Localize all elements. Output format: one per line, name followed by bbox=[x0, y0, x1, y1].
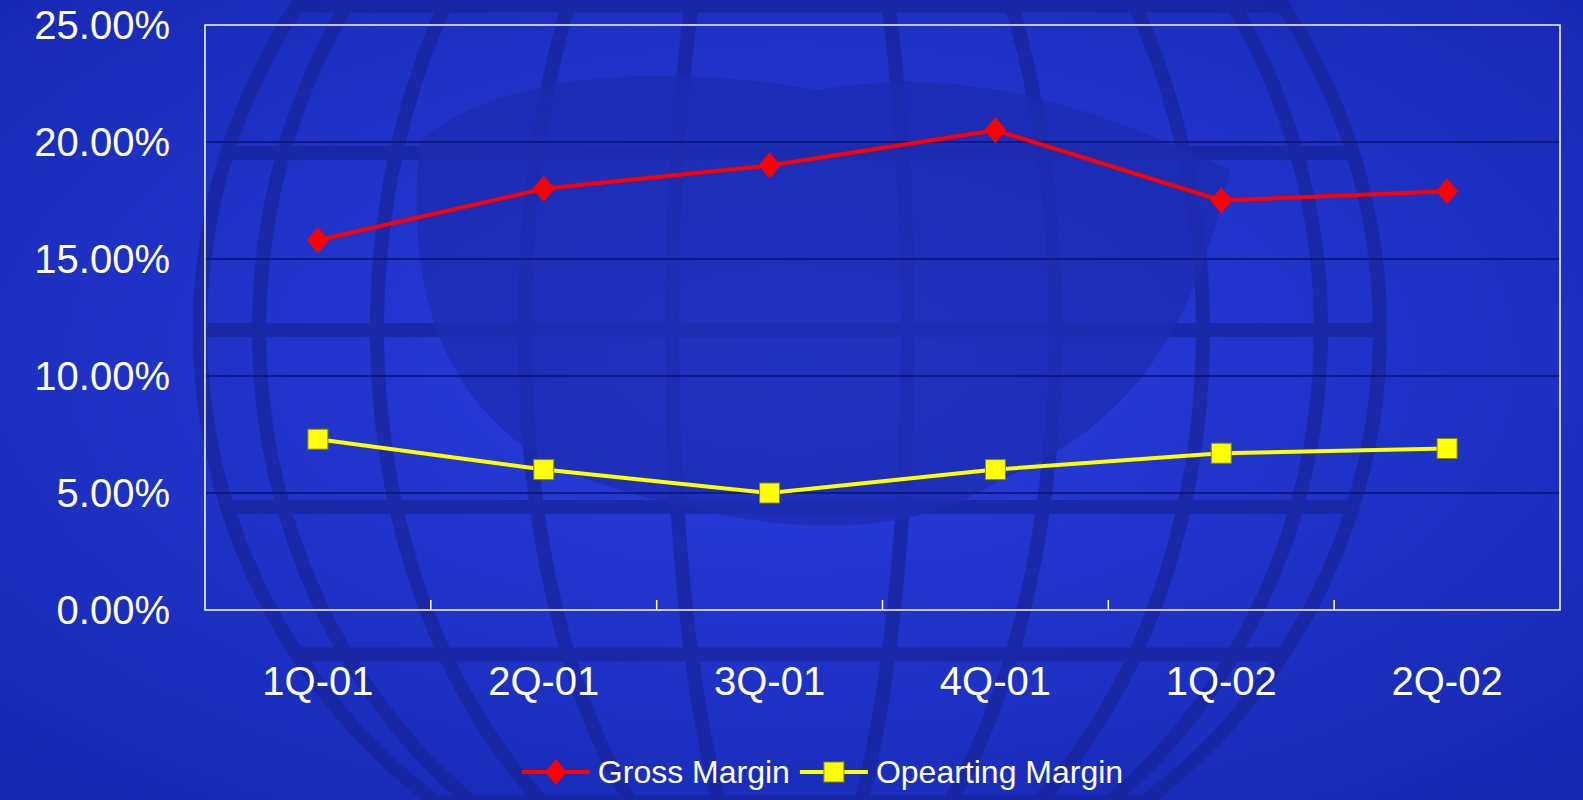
data-point bbox=[985, 460, 1005, 480]
grid-line bbox=[205, 375, 1560, 377]
data-point bbox=[307, 227, 329, 253]
y-tick-label: 25.00% bbox=[34, 3, 170, 47]
data-point bbox=[533, 176, 555, 202]
x-tick bbox=[430, 600, 432, 610]
x-tick bbox=[656, 600, 658, 610]
x-tick bbox=[882, 600, 884, 610]
x-tick-label: 1Q-02 bbox=[1166, 659, 1277, 703]
legend-marker bbox=[545, 759, 567, 785]
legend-label: Opearting Margin bbox=[876, 754, 1123, 790]
x-tick-label: 2Q-01 bbox=[488, 659, 599, 703]
globe-decoration bbox=[200, 0, 1380, 800]
data-marks bbox=[307, 117, 1458, 503]
x-tick-label: 3Q-01 bbox=[714, 659, 825, 703]
y-tick-label: 20.00% bbox=[34, 120, 170, 164]
grid-line bbox=[205, 492, 1560, 494]
legend-label: Gross Margin bbox=[598, 754, 790, 790]
data-point bbox=[1210, 188, 1232, 214]
legend-item: Opearting Margin bbox=[800, 754, 1123, 790]
y-tick-label: 0.00% bbox=[57, 588, 170, 632]
series-line bbox=[318, 130, 1447, 240]
legend-item: Gross Margin bbox=[522, 754, 790, 790]
x-tick bbox=[1333, 600, 1335, 610]
series-line bbox=[318, 439, 1447, 493]
grid-line bbox=[205, 141, 1560, 143]
legend: Gross Margin Opearting Margin bbox=[522, 754, 1123, 790]
data-point bbox=[308, 429, 328, 449]
data-point bbox=[1211, 443, 1231, 463]
plot-frame bbox=[205, 25, 1560, 610]
y-tick-label: 10.00% bbox=[34, 354, 170, 398]
grid-line bbox=[205, 258, 1560, 260]
chart: 0.00% 5.00% 10.00% 15.00% 20.00% 25.00% 1Q-01 2… bbox=[0, 0, 1583, 800]
data-point bbox=[984, 117, 1006, 143]
data-point bbox=[759, 152, 781, 178]
data-point bbox=[534, 460, 554, 480]
x-tick bbox=[1108, 600, 1110, 610]
x-tick-label: 4Q-01 bbox=[940, 659, 1051, 703]
x-tick-label: 1Q-01 bbox=[262, 659, 373, 703]
data-point bbox=[1437, 439, 1457, 459]
data-point bbox=[1436, 178, 1458, 204]
y-tick-label: 15.00% bbox=[34, 237, 170, 281]
legend-marker bbox=[824, 762, 844, 782]
x-tick-label: 2Q-02 bbox=[1391, 659, 1502, 703]
data-point bbox=[760, 483, 780, 503]
y-tick-label: 5.00% bbox=[57, 471, 170, 515]
